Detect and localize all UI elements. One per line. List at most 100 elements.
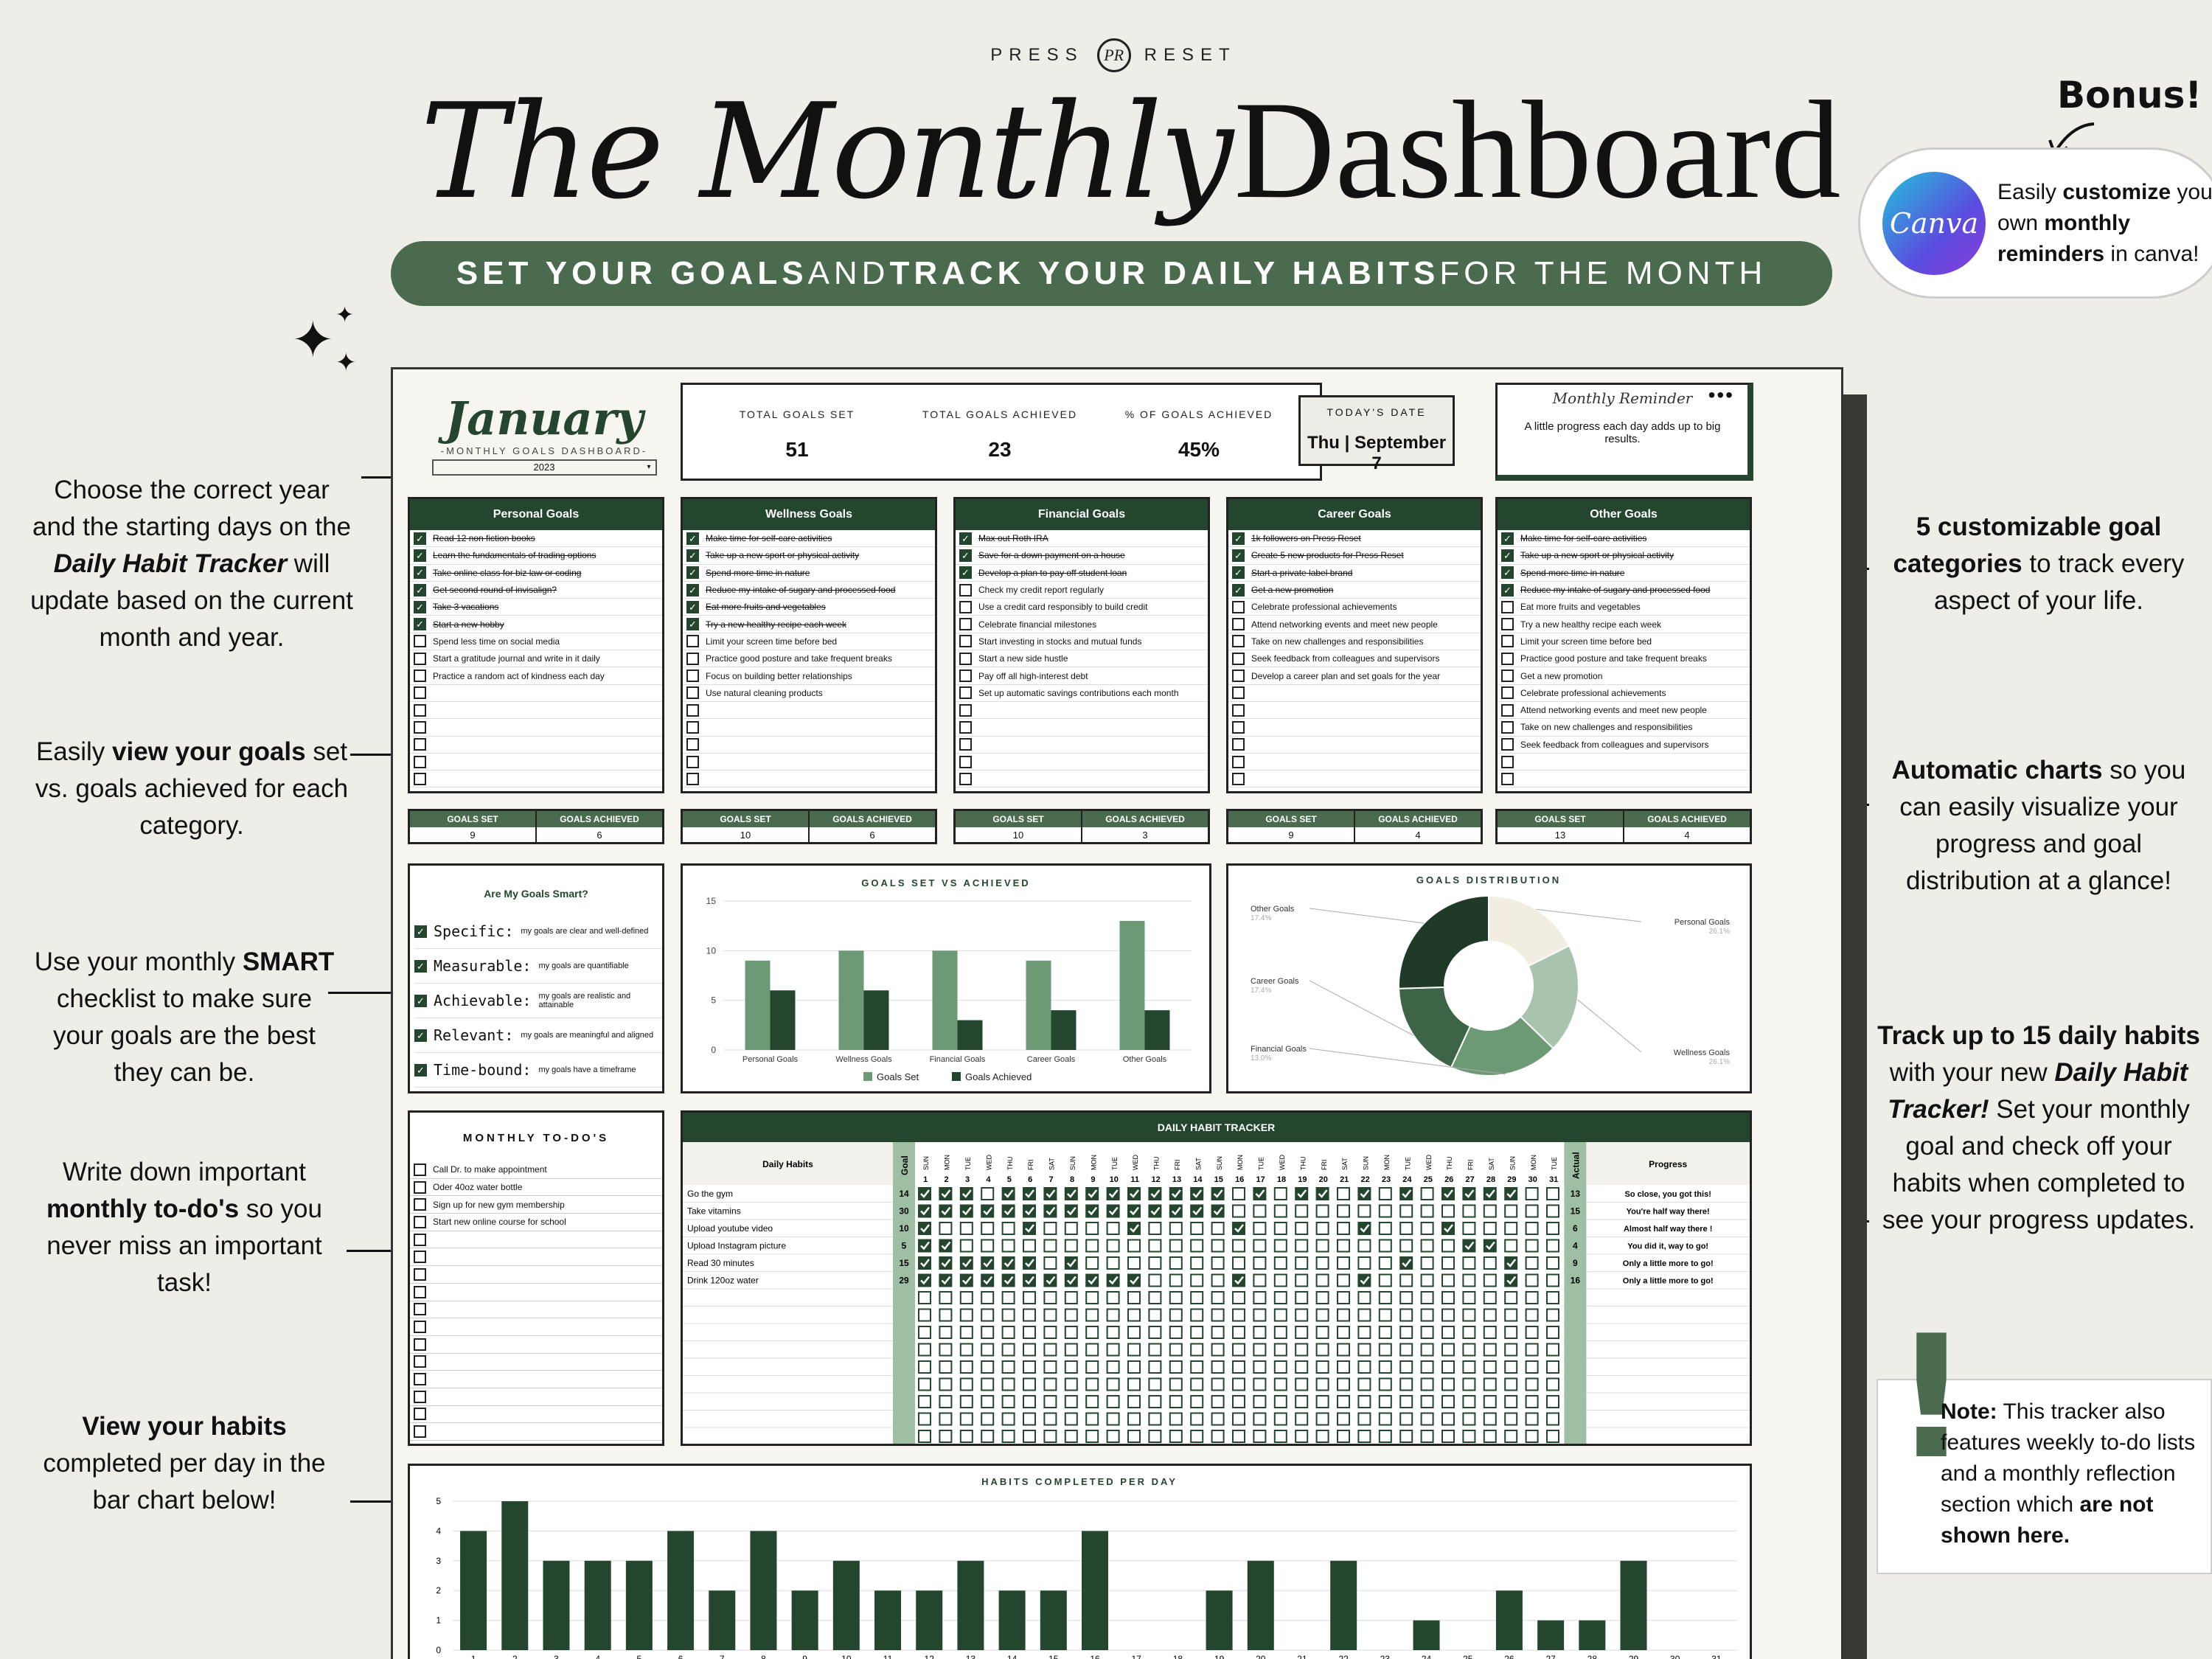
goal-checkbox[interactable] bbox=[686, 635, 699, 648]
goal-checkbox[interactable] bbox=[1501, 652, 1514, 665]
goal-checkbox[interactable] bbox=[686, 686, 699, 700]
goal-checkbox[interactable] bbox=[686, 703, 699, 717]
goal-checkbox[interactable]: ✓ bbox=[1501, 566, 1514, 580]
goal-checkbox[interactable]: ✓ bbox=[959, 549, 972, 562]
goal-checkbox[interactable]: ✓ bbox=[1501, 549, 1514, 562]
habit-checkbox bbox=[1190, 1239, 1204, 1253]
todo-checkbox[interactable] bbox=[414, 1163, 426, 1176]
todo-checkbox[interactable] bbox=[414, 1180, 426, 1194]
goal-checkbox[interactable] bbox=[686, 720, 699, 734]
goal-checkbox[interactable]: ✓ bbox=[959, 566, 972, 580]
goal-checkbox[interactable]: ✓ bbox=[414, 600, 426, 613]
goal-checkbox[interactable]: ✓ bbox=[686, 532, 699, 545]
goal-checkbox[interactable] bbox=[1232, 635, 1245, 648]
goal-checkbox[interactable] bbox=[1501, 738, 1514, 751]
goal-checkbox[interactable] bbox=[414, 686, 426, 700]
todo-checkbox[interactable] bbox=[414, 1233, 426, 1246]
goal-checkbox[interactable] bbox=[959, 703, 972, 717]
todo-checkbox[interactable] bbox=[414, 1251, 426, 1264]
goal-checkbox[interactable]: ✓ bbox=[1232, 583, 1245, 597]
goal-checkbox[interactable] bbox=[1232, 686, 1245, 700]
goal-checkbox[interactable]: ✓ bbox=[414, 618, 426, 631]
todo-checkbox[interactable] bbox=[414, 1303, 426, 1316]
goal-checkbox[interactable] bbox=[959, 635, 972, 648]
goal-checkbox[interactable] bbox=[959, 686, 972, 700]
goal-checkbox[interactable] bbox=[1501, 772, 1514, 785]
goal-checkbox[interactable] bbox=[959, 738, 972, 751]
goal-checkbox[interactable]: ✓ bbox=[1232, 549, 1245, 562]
goal-checkbox[interactable] bbox=[1232, 755, 1245, 768]
smart-checkbox[interactable]: ✓ bbox=[414, 959, 427, 973]
goal-checkbox[interactable] bbox=[1501, 720, 1514, 734]
goal-checkbox[interactable]: ✓ bbox=[1232, 532, 1245, 545]
todo-checkbox[interactable] bbox=[414, 1215, 426, 1228]
goal-checkbox[interactable]: ✓ bbox=[414, 549, 426, 562]
todo-checkbox[interactable] bbox=[414, 1390, 426, 1403]
goal-checkbox[interactable] bbox=[686, 738, 699, 751]
goal-checkbox[interactable] bbox=[959, 669, 972, 683]
goal-checkbox[interactable]: ✓ bbox=[686, 618, 699, 631]
goal-checkbox[interactable] bbox=[1232, 738, 1245, 751]
todo-checkbox[interactable] bbox=[414, 1425, 426, 1439]
todo-checkbox[interactable] bbox=[414, 1373, 426, 1386]
goal-checkbox[interactable]: ✓ bbox=[959, 532, 972, 545]
goal-checkbox[interactable] bbox=[1501, 635, 1514, 648]
goal-checkbox[interactable] bbox=[959, 618, 972, 631]
goal-checkbox[interactable] bbox=[1501, 669, 1514, 683]
goal-checkbox[interactable]: ✓ bbox=[1232, 566, 1245, 580]
smart-checkbox[interactable]: ✓ bbox=[414, 925, 427, 938]
goal-checkbox[interactable] bbox=[414, 738, 426, 751]
goal-checkbox[interactable]: ✓ bbox=[686, 549, 699, 562]
todo-checkbox[interactable] bbox=[414, 1355, 426, 1368]
smart-checkbox[interactable]: ✓ bbox=[414, 1063, 427, 1077]
goal-checkbox[interactable]: ✓ bbox=[686, 600, 699, 613]
goal-checkbox[interactable] bbox=[414, 652, 426, 665]
goal-checkbox[interactable] bbox=[414, 703, 426, 717]
todo-checkbox[interactable] bbox=[414, 1285, 426, 1298]
goal-checkbox[interactable] bbox=[959, 755, 972, 768]
goal-checkbox[interactable] bbox=[686, 652, 699, 665]
goal-checkbox[interactable] bbox=[686, 669, 699, 683]
todo-checkbox[interactable] bbox=[414, 1198, 426, 1211]
goal-checkbox[interactable] bbox=[686, 755, 699, 768]
goal-checkbox[interactable] bbox=[959, 772, 972, 785]
goal-checkbox[interactable]: ✓ bbox=[1501, 532, 1514, 545]
goal-checkbox[interactable] bbox=[1501, 600, 1514, 613]
todo-checkbox[interactable] bbox=[414, 1267, 426, 1281]
more-icon[interactable]: ••• bbox=[1708, 383, 1734, 406]
goal-checkbox[interactable] bbox=[959, 600, 972, 613]
goal-checkbox[interactable] bbox=[1501, 686, 1514, 700]
habit-checkbox bbox=[1064, 1395, 1078, 1408]
goal-checkbox[interactable]: ✓ bbox=[686, 583, 699, 597]
goal-checkbox[interactable] bbox=[1232, 669, 1245, 683]
goal-checkbox[interactable] bbox=[1501, 755, 1514, 768]
goal-checkbox[interactable] bbox=[1232, 703, 1245, 717]
goal-checkbox[interactable] bbox=[1232, 772, 1245, 785]
goal-checkbox[interactable] bbox=[1232, 618, 1245, 631]
smart-checkbox[interactable]: ✓ bbox=[414, 994, 427, 1007]
goal-checkbox[interactable] bbox=[959, 583, 972, 597]
goal-checkbox[interactable] bbox=[1232, 652, 1245, 665]
smart-checkbox[interactable]: ✓ bbox=[414, 1029, 427, 1042]
todo-checkbox[interactable] bbox=[414, 1408, 426, 1421]
todo-checkbox[interactable] bbox=[414, 1321, 426, 1334]
year-select[interactable]: 2023 ▾ bbox=[431, 459, 657, 476]
goal-checkbox[interactable] bbox=[1232, 720, 1245, 734]
goal-checkbox[interactable]: ✓ bbox=[414, 583, 426, 597]
goal-checkbox[interactable] bbox=[1501, 618, 1514, 631]
goal-checkbox[interactable] bbox=[959, 720, 972, 734]
goal-checkbox[interactable] bbox=[414, 669, 426, 683]
goal-checkbox[interactable] bbox=[959, 652, 972, 665]
goal-checkbox[interactable]: ✓ bbox=[1501, 583, 1514, 597]
goal-checkbox[interactable] bbox=[414, 755, 426, 768]
goal-checkbox[interactable] bbox=[686, 772, 699, 785]
goal-checkbox[interactable] bbox=[414, 772, 426, 785]
goal-checkbox[interactable]: ✓ bbox=[414, 532, 426, 545]
goal-checkbox[interactable] bbox=[414, 720, 426, 734]
goal-checkbox[interactable] bbox=[1501, 703, 1514, 717]
goal-checkbox[interactable]: ✓ bbox=[686, 566, 699, 580]
goal-checkbox[interactable] bbox=[1232, 600, 1245, 613]
goal-checkbox[interactable] bbox=[414, 635, 426, 648]
goal-checkbox[interactable]: ✓ bbox=[414, 566, 426, 580]
todo-checkbox[interactable] bbox=[414, 1338, 426, 1351]
